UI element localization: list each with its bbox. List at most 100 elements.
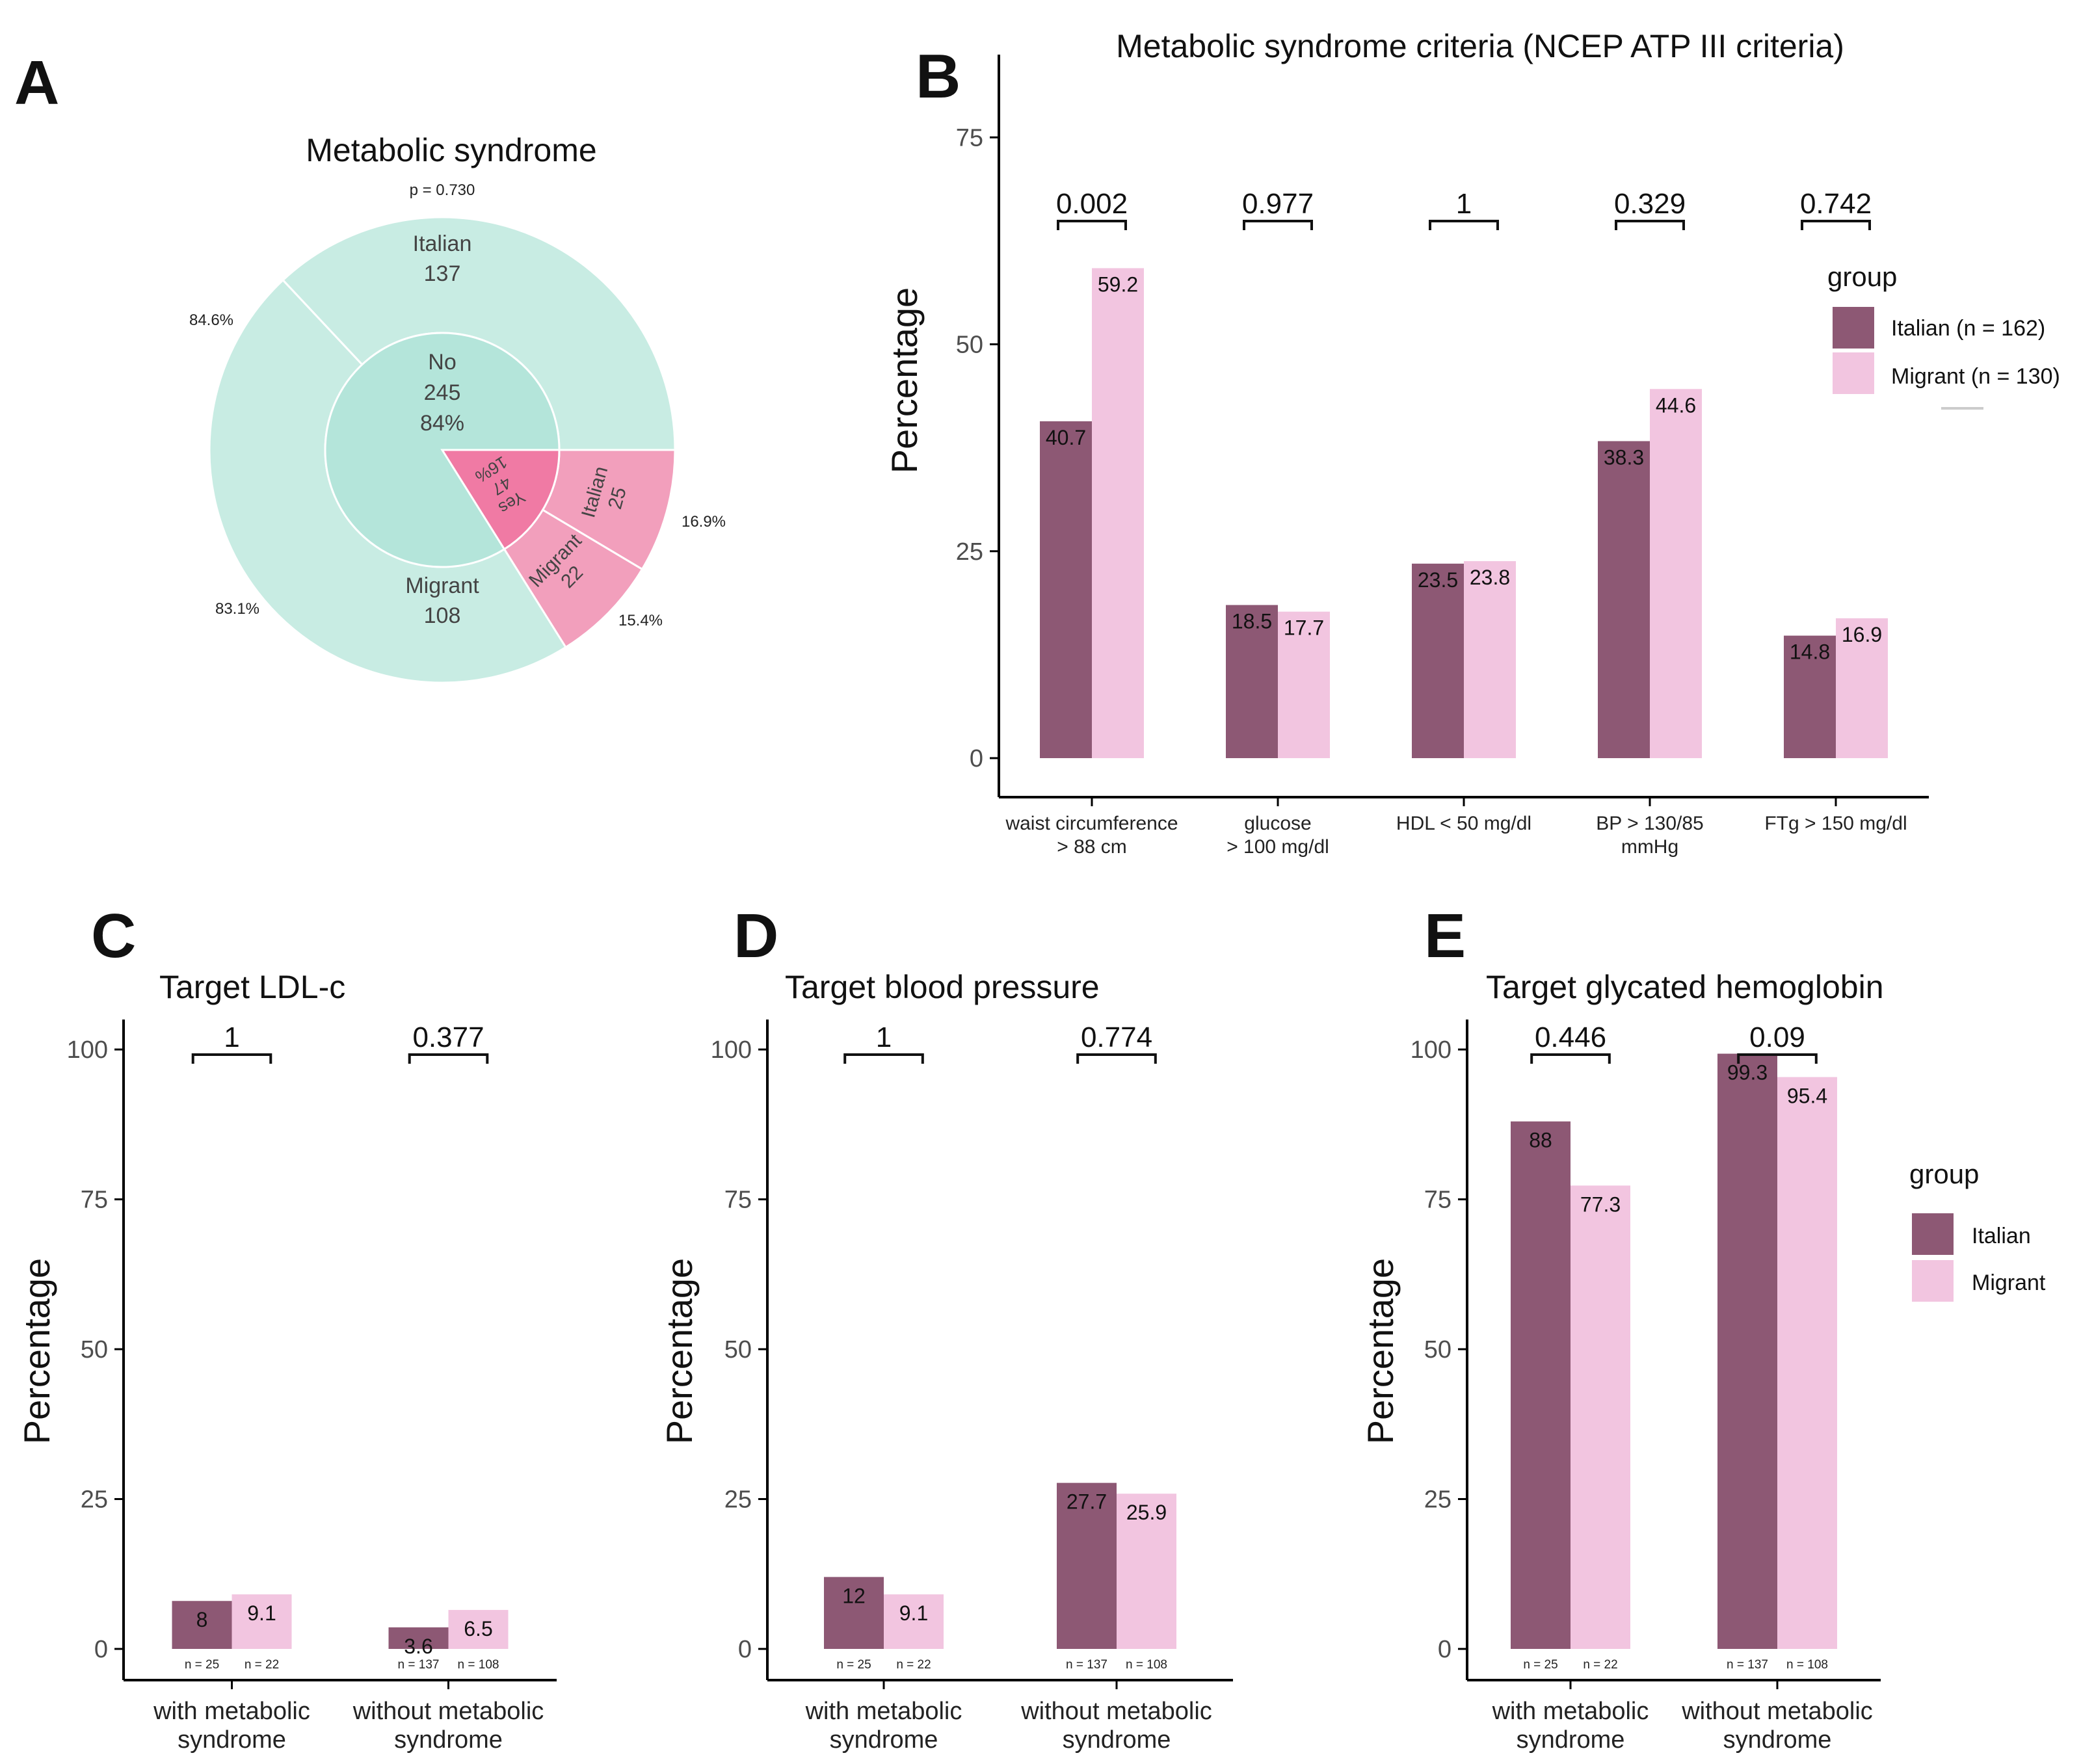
bar-italian-0	[1511, 1121, 1571, 1649]
chart-d-y-axis-label: Percentage	[659, 1258, 700, 1444]
pie-outside-pct-yes-migrant: 16.9%	[682, 513, 726, 531]
p-value-label: 0.977	[1242, 188, 1314, 220]
chart-e-y-axis-label: Percentage	[1360, 1258, 1401, 1444]
bar-migrant-1	[1278, 611, 1330, 758]
x-category-label: with metabolic	[805, 1698, 962, 1725]
bar-migrant-0	[884, 1594, 944, 1649]
bar-italian-1	[1226, 605, 1278, 758]
x-category-label: HDL < 50 mg/dl	[1396, 813, 1531, 834]
y-tick-label: 100	[711, 1036, 752, 1064]
y-tick-label: 0	[970, 745, 983, 772]
p-value-label: 0.329	[1614, 188, 1686, 220]
bar-value-label: 88	[1529, 1129, 1552, 1152]
x-category-label: syndrome	[178, 1726, 286, 1754]
bar-n-label: n = 137	[1727, 1658, 1768, 1672]
bar-migrant-0	[232, 1594, 292, 1649]
y-tick-label: 0	[1438, 1636, 1451, 1663]
y-tick-label: 25	[956, 538, 983, 566]
bar-value-label: 40.7	[1046, 426, 1086, 449]
y-tick-label: 25	[724, 1486, 752, 1514]
significance-bracket	[1429, 220, 1499, 230]
pie-inner-no-label: 245	[424, 380, 461, 405]
bar-value-label: 23.5	[1418, 568, 1458, 592]
pie-inner-slice-yes	[440, 449, 561, 551]
y-tick-label: 0	[94, 1636, 108, 1663]
x-category-label: without metabolic	[352, 1698, 544, 1725]
chart-e-legend-label-italian: Italian	[1972, 1224, 2031, 1248]
x-category-label: FTg > 150 mg/dl	[1764, 813, 1907, 834]
pie-outer-count-no-italian: 137	[424, 261, 461, 286]
bar-migrant-3	[1650, 389, 1702, 758]
bar-value-label: 6.5	[464, 1617, 492, 1640]
bar-value-label: 77.3	[1580, 1192, 1621, 1216]
pie-outside-pct-yes-italian: 15.4%	[618, 612, 663, 629]
x-category-label: syndrome	[1063, 1726, 1171, 1754]
x-category-label: with metabolic	[1492, 1698, 1649, 1725]
significance-bracket	[1243, 220, 1313, 230]
bar-italian-4	[1784, 635, 1836, 758]
bar-chart-b: 0 25 50 75 waist circumference> 88 cm 40.7 59.…	[956, 55, 1929, 858]
x-category-label: glucose	[1244, 813, 1311, 834]
y-tick-label: 100	[1411, 1036, 1451, 1064]
p-value-label: 1	[224, 1021, 239, 1053]
chart-b-legend-label-italian: Italian (n = 162)	[1891, 316, 2045, 341]
chart-e-legend-title: group	[1909, 1159, 1979, 1189]
x-category-label: without metabolic	[1681, 1698, 1873, 1725]
bar-value-label: 38.3	[1604, 445, 1644, 469]
significance-bracket	[1737, 1053, 1818, 1064]
chart-e-legend-swatch-migrant	[1912, 1260, 1954, 1302]
significance-bracket	[1530, 1053, 1611, 1064]
bar-n-label: n = 22	[1583, 1658, 1617, 1672]
bar-italian-0	[172, 1601, 232, 1649]
bar-n-label: n = 25	[836, 1658, 871, 1672]
bar-value-label: 14.8	[1790, 640, 1830, 664]
y-tick-label: 75	[81, 1187, 108, 1214]
bar-value-label: 18.5	[1232, 610, 1272, 633]
pie-inner-no-label: No	[428, 350, 456, 375]
chart-b-legend-title: group	[1827, 261, 1897, 292]
bar-migrant-1	[1117, 1494, 1176, 1649]
bar-n-label: n = 22	[896, 1658, 931, 1672]
p-value-label: 0.09	[1749, 1021, 1805, 1053]
x-category-label: without metabolic	[1020, 1698, 1212, 1725]
x-category-label: waist circumference	[1005, 813, 1178, 834]
chart-d-title: Target blood pressure	[785, 969, 1100, 1005]
panel-label-c: C	[91, 901, 136, 971]
bar-n-label: n = 137	[398, 1658, 440, 1672]
x-category-label: syndrome	[1517, 1726, 1625, 1754]
pie-chart: No24584%Yes4716%Italian137Migrant108Ital…	[189, 216, 726, 684]
pie-p-value: p = 0.730	[410, 181, 475, 199]
bar-value-label: 44.6	[1656, 393, 1696, 417]
bar-value-label: 27.7	[1067, 1490, 1107, 1514]
pie-outer-label-no-migrant: Migrant	[405, 573, 479, 598]
p-value-label: 0.002	[1056, 188, 1128, 220]
pie-inner-slice-no	[324, 332, 561, 568]
chart-b-y-axis-label: Percentage	[884, 287, 925, 473]
bar-migrant-4	[1836, 618, 1888, 758]
chart-b-title: Metabolic syndrome criteria (NCEP ATP II…	[1116, 28, 1844, 64]
x-category-label: syndrome	[394, 1726, 503, 1754]
significance-bracket	[408, 1053, 489, 1064]
x-category-label: syndrome	[1723, 1726, 1832, 1754]
significance-bracket	[843, 1053, 924, 1064]
pie-inner-no-label: 84%	[420, 411, 464, 436]
significance-bracket	[1615, 220, 1685, 230]
pie-outside-pct-no-italian: 84.6%	[189, 311, 233, 329]
p-value-label: 1	[1456, 188, 1472, 220]
x-category-label: mmHg	[1621, 836, 1678, 858]
y-tick-label: 25	[81, 1486, 108, 1514]
y-tick-label: 75	[956, 124, 983, 151]
bar-value-label: 17.7	[1284, 616, 1324, 640]
x-category-label: syndrome	[830, 1726, 938, 1754]
chart-b-legend-label-migrant: Migrant (n = 130)	[1891, 364, 2060, 389]
chart-b-legend-swatch-migrant	[1833, 352, 1874, 394]
p-value-label: 0.377	[412, 1021, 484, 1053]
x-category-label: BP > 130/85	[1596, 813, 1703, 834]
bar-migrant-1	[1777, 1077, 1837, 1649]
y-tick-label: 50	[956, 332, 983, 359]
bar-n-label: n = 25	[185, 1658, 219, 1672]
pie-title: Metabolic syndrome	[306, 132, 596, 168]
